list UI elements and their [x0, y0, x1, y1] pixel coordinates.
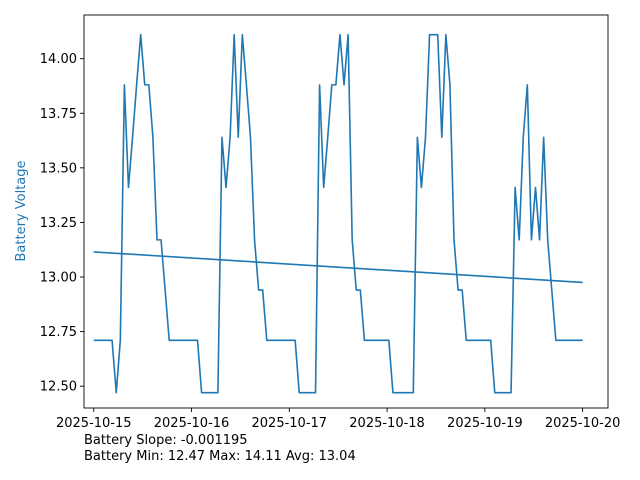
y-tick-label: 13.00	[40, 271, 77, 286]
x-tick-label: 2025-10-19	[447, 416, 523, 431]
y-axis-label: Battery Voltage	[14, 160, 29, 261]
x-tick-label: 2025-10-17	[252, 416, 328, 431]
battery-slope-text: Battery Slope: -0.001195	[84, 433, 248, 448]
y-tick-label: 13.25	[40, 216, 77, 231]
x-tick-label: 2025-10-15	[56, 416, 132, 431]
y-tick-label: 12.50	[40, 380, 77, 395]
battery-voltage-line	[93, 33, 583, 394]
x-axis: 2025-10-15 2025-10-16 2025-10-17 2025-10-18…	[56, 408, 620, 431]
y-axis: 12.50 12.75 13.00 13.25 13.50 13.75 14.00	[40, 52, 84, 395]
y-tick-label: 14.00	[40, 52, 77, 67]
x-tick-label: 2025-10-18	[349, 416, 425, 431]
battery-trend-line	[93, 251, 583, 284]
battery-stats-text: Battery Min: 12.47 Max: 14.11 Avg: 13.04	[84, 449, 356, 464]
plot-frame	[83, 14, 609, 409]
x-tick-label: 2025-10-16	[154, 416, 230, 431]
y-tick-label: 13.75	[40, 107, 77, 122]
y-tick-label: 12.75	[40, 325, 77, 340]
x-tick-label: 2025-10-20	[545, 416, 621, 431]
y-tick-label: 13.50	[40, 161, 77, 176]
plot-lines	[93, 33, 583, 394]
